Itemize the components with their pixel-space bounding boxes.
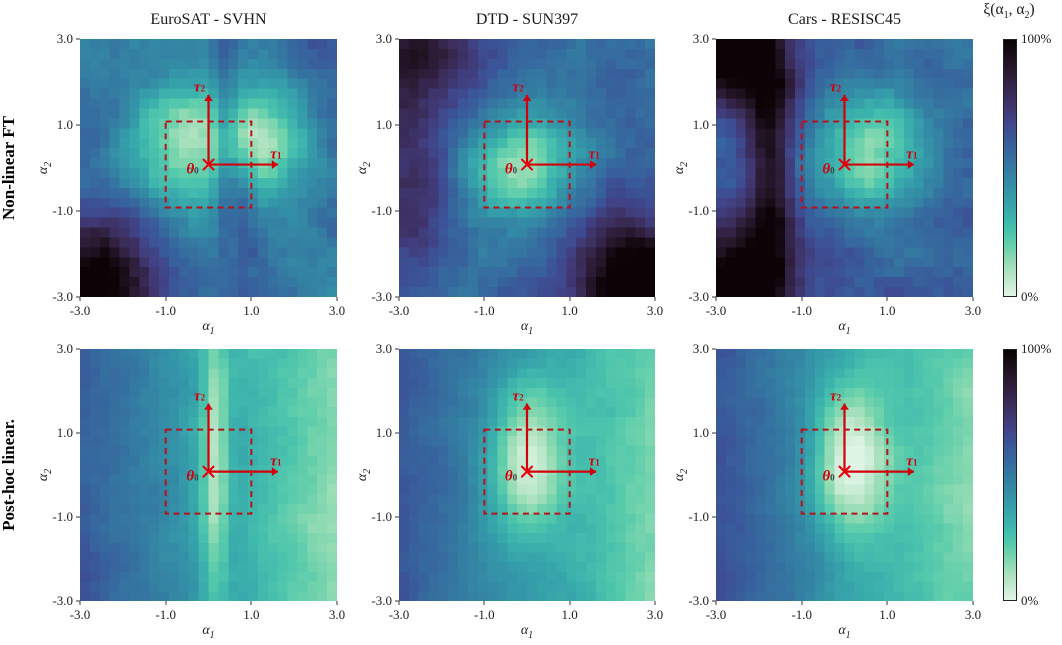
svg-text:α2: α2 bbox=[672, 469, 690, 481]
